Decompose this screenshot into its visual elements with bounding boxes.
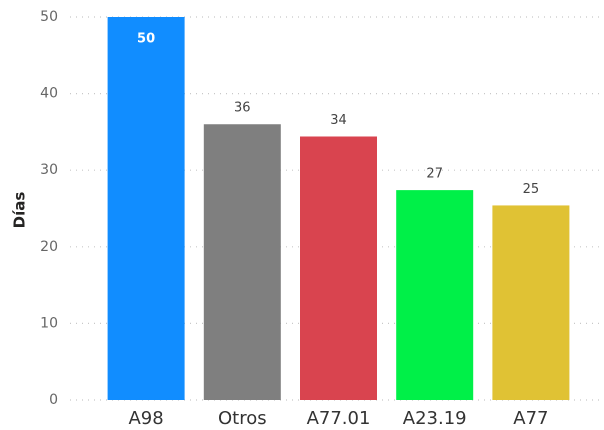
- y-axis-label: Días: [11, 192, 29, 229]
- bar: [203, 124, 281, 401]
- data-label: 34: [330, 113, 347, 128]
- y-tick-label: 50: [40, 9, 58, 25]
- y-tick-label: 10: [40, 315, 58, 331]
- x-tick-label: A23.19: [403, 408, 467, 429]
- x-tick-label: Otros: [218, 408, 267, 429]
- data-label: 27: [426, 167, 443, 182]
- bar: [300, 136, 377, 400]
- data-label: 50: [137, 32, 155, 47]
- y-tick-label: 0: [49, 392, 58, 408]
- bar: [492, 205, 570, 400]
- x-tick-label: A98: [128, 408, 163, 429]
- data-label: 36: [234, 101, 251, 116]
- y-tick-label: 30: [40, 162, 58, 178]
- y-tick-label: 20: [40, 239, 58, 255]
- x-tick-label: A77.01: [307, 408, 371, 429]
- y-tick-label: 40: [40, 86, 58, 102]
- bar: [396, 190, 474, 400]
- data-label: 25: [523, 182, 540, 197]
- bar: [107, 17, 185, 400]
- x-tick-label: A77: [513, 408, 548, 429]
